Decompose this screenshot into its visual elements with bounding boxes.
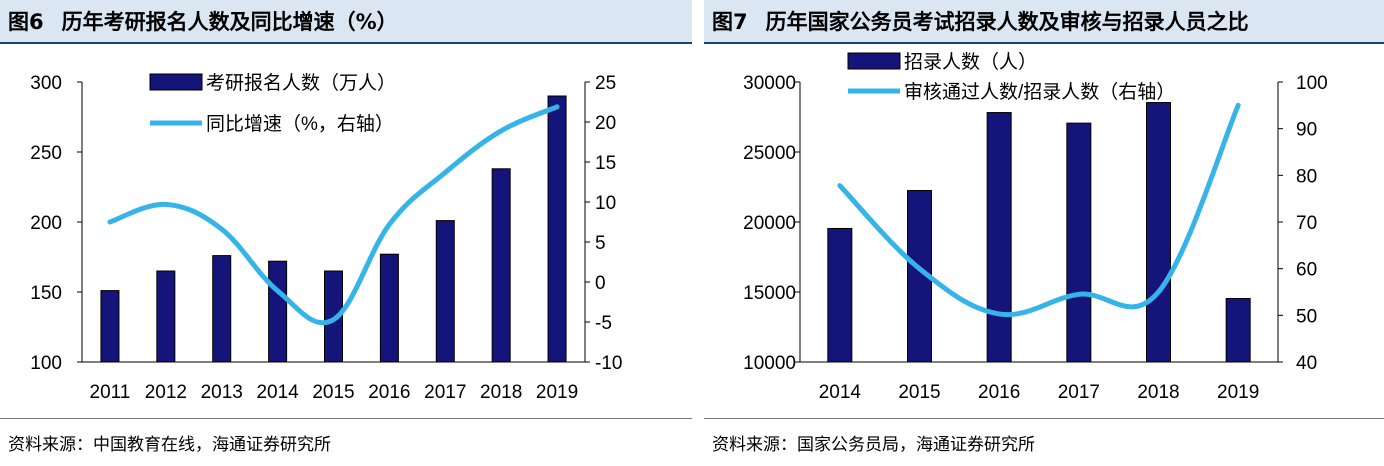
left-axis-tick-label: 150	[30, 283, 62, 304]
right-axis-tick-label: 40	[1296, 353, 1317, 374]
x-axis-tick-label: 2018	[480, 382, 522, 403]
right-axis-tick-label: 90	[1296, 120, 1317, 141]
right-axis-tick-label: 25	[595, 73, 616, 94]
line-point-2015	[333, 319, 334, 321]
x-axis-tick-label: 2012	[145, 382, 187, 403]
figure-6-source: 资料来源：中国教育在线，海通证券研究所	[8, 435, 331, 455]
line-point-2016	[388, 223, 390, 225]
figure-6-chart: 100 150 200 250 300 -10 -5 0 5 10 15 20 25 2011 2012 20…	[30, 72, 622, 403]
bar-2019	[547, 95, 567, 363]
bar-2016	[986, 112, 1012, 363]
x-axis-tick-label: 2017	[424, 382, 466, 403]
line-point-2016	[998, 313, 1000, 315]
line-point-2019	[1237, 104, 1239, 106]
left-axis-tick-label: 15000	[743, 283, 796, 304]
line-point-2013	[221, 228, 223, 230]
figure-7-number: 图7	[712, 10, 748, 34]
right-axis-tick-label: 70	[1296, 213, 1317, 234]
line-point-2014	[839, 185, 841, 187]
right-axis-tick-label: 100	[1296, 73, 1328, 94]
right-axis-tick-label: 5	[595, 233, 606, 254]
left-axis-tick-label: 200	[30, 213, 62, 234]
figure-6-panel: 图6 历年考研报名人数及同比增速（%） 100 150 200 250 300 -10 -5 0…	[0, 0, 692, 455]
bar-2018	[1146, 102, 1171, 363]
right-axis-tick-label: 50	[1296, 306, 1317, 327]
bar-2017	[1066, 122, 1092, 363]
x-axis-tick-label: 2013	[201, 382, 243, 403]
right-axis-tick-label: -5	[595, 313, 612, 334]
figure-7-chart: 10000 15000 20000 25000 30000 40 50 60 70 80 90 100…	[743, 51, 1328, 403]
bar-2017	[435, 220, 455, 363]
figure-6-number: 图6	[8, 10, 44, 34]
x-axis-tick-label: 2016	[978, 382, 1020, 403]
left-axis-tick-label: 300	[30, 73, 62, 94]
figure-7-panel: 图7 历年国家公务员考试招录人数及审核与招录人员之比 10000 15000 2000…	[704, 0, 1384, 466]
x-axis-tick-label: 2017	[1058, 382, 1100, 403]
left-axis-tick-label: 250	[30, 143, 62, 164]
figure-7-source-divider	[704, 418, 1384, 419]
bar-2012	[156, 270, 176, 363]
bar-2015	[324, 270, 343, 363]
right-axis-tick-label: 15	[595, 153, 616, 174]
bar-2016	[379, 253, 399, 363]
line-point-2017	[444, 171, 446, 173]
legend-bar-swatch	[149, 73, 203, 91]
x-axis-tick-label: 2014	[819, 382, 862, 403]
bar-2011	[100, 290, 120, 363]
figure-6-title-bar: 图6 历年考研报名人数及同比增速（%）	[0, 0, 692, 44]
figure-6-title: 历年考研报名人数及同比增速（%）	[61, 10, 398, 34]
left-axis-tick-label: 10000	[743, 353, 796, 374]
bar-2014	[268, 260, 288, 363]
growth-line	[837, 102, 1241, 318]
left-axis-tick-label: 100	[30, 353, 62, 374]
x-axis-tick-label: 2019	[1217, 382, 1259, 403]
x-axis-tick-label: 2011	[90, 382, 131, 403]
x-axis-tick-label: 2016	[368, 382, 410, 403]
bar-2019	[1225, 297, 1251, 363]
line-point-2018	[1158, 291, 1159, 293]
x-axis-tick-label: 2015	[898, 382, 940, 403]
figure-7-title: 历年国家公务员考试招录人数及审核与招录人员之比	[765, 10, 1249, 34]
x-axis-tick-label: 2019	[536, 382, 578, 403]
right-axis-tick-label: 0	[595, 273, 606, 294]
x-axis-tick-label: 2018	[1137, 382, 1179, 403]
figure-7-source: 资料来源：国家公务员局，海通证券研究所	[712, 435, 1035, 455]
right-axis-tick-label: 20	[595, 113, 616, 134]
line-point-2012	[165, 203, 167, 205]
line-point-2019	[556, 106, 558, 108]
legend-line-label: 同比增速（%，右轴）	[206, 113, 394, 135]
figure-7-title-bar: 图7 历年国家公务员考试招录人数及审核与招录人员之比	[704, 0, 1384, 44]
right-axis-tick-label: 10	[595, 193, 616, 214]
figure-6-source-divider	[0, 418, 692, 419]
line-point-2011	[109, 221, 111, 223]
line-point-2015	[919, 268, 920, 270]
line-point-2017	[1078, 293, 1080, 295]
left-axis-tick-label: 25000	[743, 143, 796, 164]
line-point-2014	[277, 290, 279, 292]
x-axis-tick-label: 2014	[256, 382, 299, 403]
left-axis-tick-label: 20000	[743, 213, 796, 234]
legend-bar-swatch	[847, 52, 901, 70]
right-axis-tick-label: 80	[1296, 166, 1317, 187]
legend-bar-label: 招录人数（人）	[904, 51, 1037, 73]
line-point-2018	[500, 130, 502, 132]
legend-line-label: 审核通过人数/招录人数（右轴）	[904, 81, 1175, 103]
right-axis-tick-label: 60	[1296, 260, 1317, 281]
bar-2018	[491, 168, 511, 363]
right-axis-tick-label: -10	[595, 353, 622, 374]
bar-2013	[212, 255, 232, 363]
left-axis-tick-label: 30000	[743, 73, 796, 94]
bar-2014	[827, 227, 853, 363]
x-axis-tick-label: 2015	[312, 382, 354, 403]
legend-bar-label: 考研报名人数（万人）	[206, 72, 396, 94]
